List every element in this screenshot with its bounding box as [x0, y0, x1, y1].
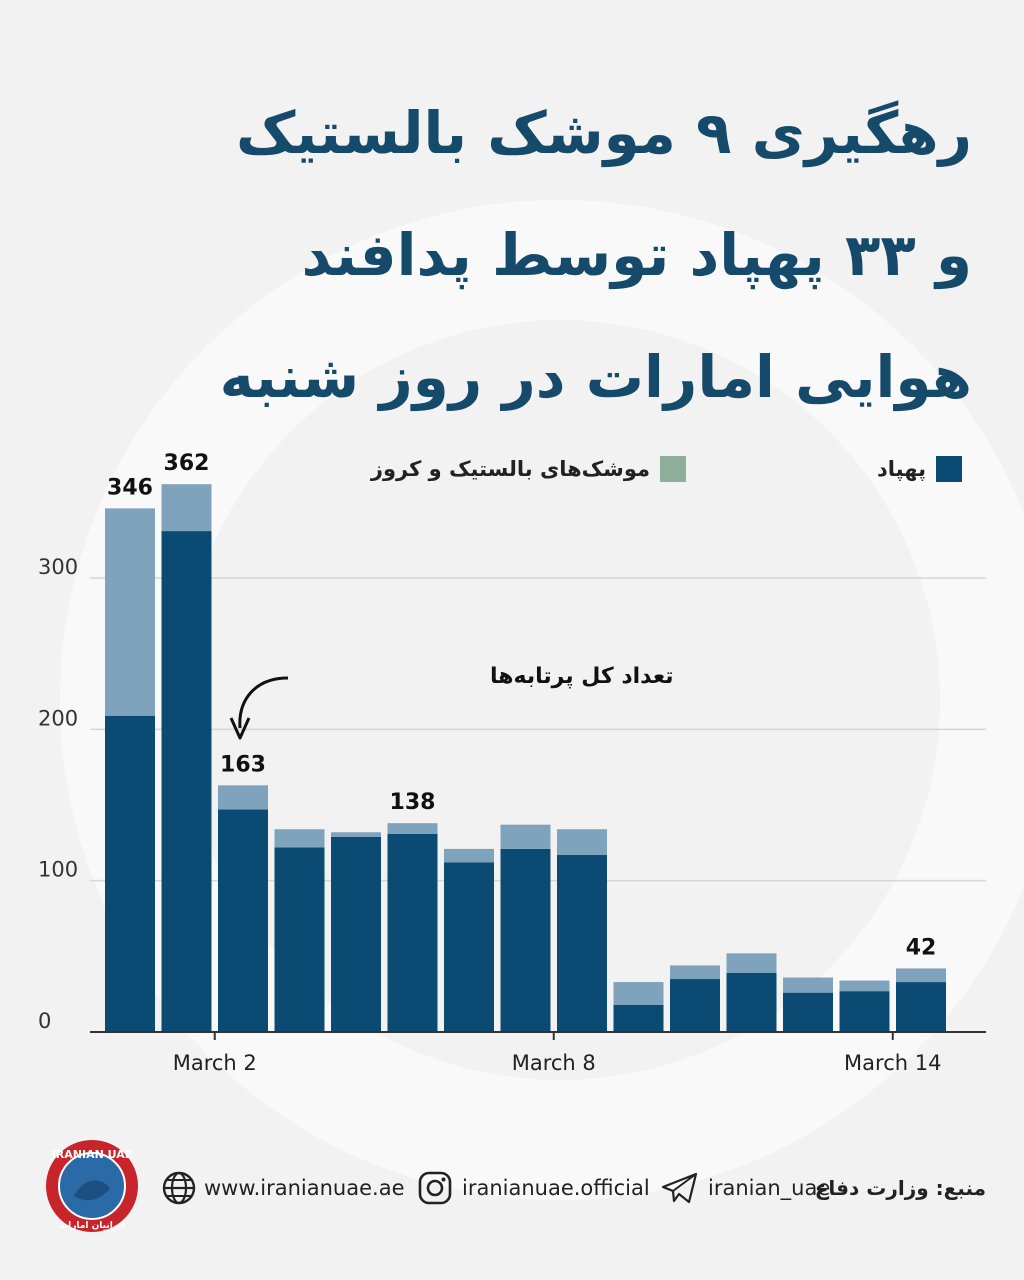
bar-drones-0: [105, 715, 155, 1032]
data-label: 346: [107, 475, 153, 500]
x-tick-label: March 14: [844, 1051, 941, 1075]
y-tick-label: 200: [38, 706, 78, 730]
legend-label-drones: پهپاد: [877, 457, 926, 481]
y-tick-label: 0: [38, 1009, 51, 1033]
bar-drones-12: [783, 992, 833, 1032]
bar-drones-7: [500, 848, 551, 1032]
bar-missiles-3: [274, 829, 325, 848]
footer-website[interactable]: www.iranianuae.ae: [162, 1166, 405, 1210]
chart-title: رهگیری ۹ موشک بالستیک و ۳۳ پهپاد توسط پد…: [72, 72, 972, 438]
bar-missiles-14: [896, 968, 946, 983]
legend-swatch-drones: [936, 456, 962, 482]
title-line-2: و ۳۳ پهپاد توسط پدافند: [301, 221, 972, 289]
bar-missiles-2: [218, 785, 268, 810]
legend-item-missiles: موشک‌های بالستیک و کروز: [371, 456, 686, 482]
instagram-text: iranianuae.official: [462, 1176, 650, 1200]
bar-chart: 0 100 200 300 346 362 163 138 42 March 2 March 8…: [38, 451, 986, 1075]
x-tick-label: March 8: [512, 1051, 596, 1075]
telegram-icon: [661, 1172, 698, 1204]
data-label: 362: [164, 451, 210, 476]
bar-missiles-10: [670, 965, 720, 980]
footer-telegram[interactable]: iranian_uae: [660, 1166, 830, 1210]
bar-drones-13: [839, 991, 890, 1032]
bar-drones-2: [218, 809, 268, 1032]
bar-drones-8: [557, 854, 607, 1032]
data-label: 42: [906, 935, 937, 960]
title-line-3: هوایی امارات در روز شنبه: [219, 343, 972, 411]
website-text: www.iranianuae.ae: [204, 1176, 405, 1200]
bar-drones-11: [726, 972, 777, 1032]
data-label: 163: [220, 752, 266, 777]
title-line-1: رهگیری ۹ موشک بالستیک: [235, 99, 972, 167]
bar-missiles-8: [557, 829, 607, 855]
logo-text-top: IRANIAN UAE: [52, 1148, 133, 1161]
bar-missiles-0: [105, 508, 155, 716]
bar-drones-10: [670, 979, 720, 1032]
footer-source: منبع: وزارت دفاع: [815, 1166, 986, 1210]
bar-drones-5: [387, 833, 438, 1032]
bar-drones-6: [444, 862, 494, 1032]
data-label: 138: [390, 790, 436, 815]
legend-swatch-missiles: [660, 456, 686, 482]
data-labels: 346 362 163 138 42: [107, 451, 936, 960]
bar-drones-4: [331, 836, 381, 1032]
bar-missiles-7: [500, 824, 551, 849]
bar-missiles-6: [444, 848, 494, 863]
globe-icon: [162, 1171, 196, 1205]
annotation-text: تعداد کل پرتابه‌ها: [490, 664, 674, 689]
annotation-arrowhead: [229, 717, 251, 740]
bars: [105, 484, 946, 1032]
footer-instagram[interactable]: iranianuae.official: [418, 1166, 650, 1210]
y-tick-label: 300: [38, 555, 78, 579]
bar-drones-1: [161, 531, 212, 1032]
annotation-arrow: [238, 676, 289, 729]
bar-missiles-9: [613, 982, 664, 1005]
bar-missiles-4: [331, 832, 381, 837]
bar-missiles-1: [161, 484, 212, 532]
y-tick-label: 100: [38, 858, 78, 882]
x-tick-label: March 2: [173, 1051, 257, 1075]
bar-missiles-12: [783, 977, 833, 993]
x-axis-ticks: March 2 March 8 March 14: [173, 1032, 941, 1075]
bar-drones-14: [896, 982, 946, 1032]
source-text: منبع: وزارت دفاع: [814, 1176, 986, 1200]
logo: IRANIAN UAE ایرانیان امارات: [44, 1138, 140, 1238]
instagram-icon: [418, 1171, 452, 1205]
logo-text-bottom: ایرانیان امارات: [59, 1221, 125, 1231]
bar-missiles-13: [839, 980, 890, 992]
bar-drones-3: [274, 847, 325, 1032]
legend-label-missiles: موشک‌های بالستیک و کروز: [370, 457, 650, 481]
legend-item-drones: پهپاد: [877, 456, 962, 482]
bar-missiles-11: [726, 953, 777, 973]
telegram-text: iranian_uae: [708, 1176, 831, 1200]
bar-drones-9: [613, 1004, 664, 1032]
bar-missiles-5: [387, 823, 438, 834]
